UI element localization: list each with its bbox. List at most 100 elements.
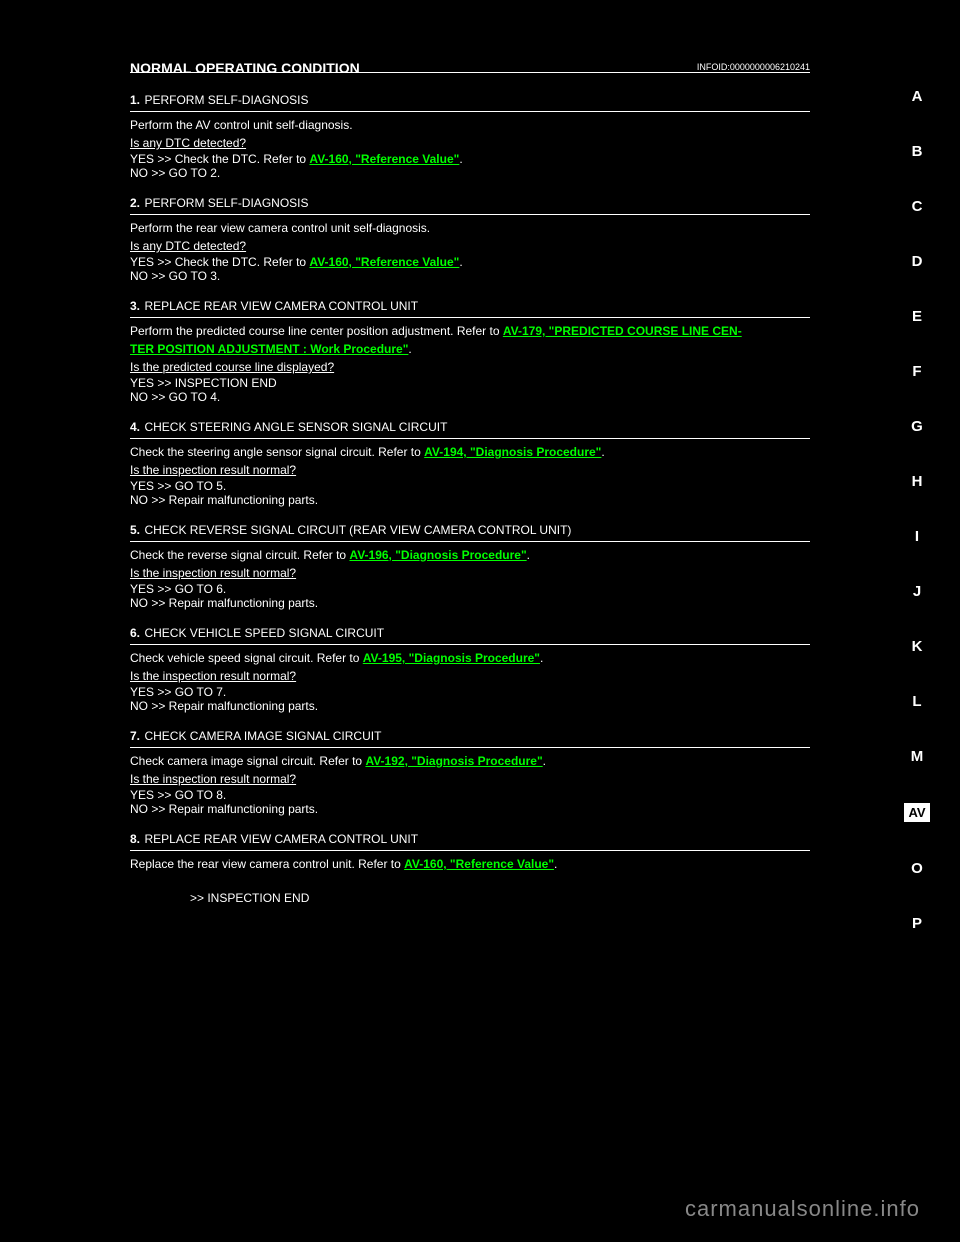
step-header-3: 3. REPLACE REAR VIEW CAMERA CONTROL UNIT <box>130 283 810 318</box>
step-line: Perform the rear view camera control uni… <box>130 219 810 237</box>
step-question: Is the inspection result normal? <box>130 667 810 685</box>
step-title: CHECK VEHICLE SPEED SIGNAL CIRCUIT <box>144 626 384 640</box>
yes-pre: YES >> Check the DTC. Refer to <box>130 152 309 166</box>
side-tabs: A B C D E F G H I J K L M AV O P <box>904 88 930 932</box>
step-title: REPLACE REAR VIEW CAMERA CONTROL UNIT <box>144 832 418 846</box>
step-text: Replace the rear view camera control uni… <box>130 857 404 871</box>
step-num: 7. <box>130 729 140 743</box>
reference-link[interactable]: AV-160, "Reference Value" <box>404 857 554 871</box>
step-yes: YES >> GO TO 7. <box>130 685 810 699</box>
tab-e[interactable]: E <box>904 308 930 325</box>
step-question: Is the inspection result normal? <box>130 461 810 479</box>
step-line: Check the reverse signal circuit. Refer … <box>130 546 810 564</box>
tab-o[interactable]: O <box>904 860 930 877</box>
step-post: . <box>527 548 530 562</box>
step-title: PERFORM SELF-DIAGNOSIS <box>144 93 308 107</box>
tab-i[interactable]: I <box>904 528 930 545</box>
tab-j[interactable]: J <box>904 583 930 600</box>
step-line-cont: TER POSITION ADJUSTMENT : Work Procedure… <box>130 340 810 358</box>
step-question: Is the predicted course line displayed? <box>130 358 810 376</box>
tab-c[interactable]: C <box>904 198 930 215</box>
step-no: NO >> Repair malfunctioning parts. <box>130 699 810 713</box>
step-header-7: 7. CHECK CAMERA IMAGE SIGNAL CIRCUIT <box>130 713 810 748</box>
step-post: . <box>554 857 557 871</box>
step-text: Check the reverse signal circuit. Refer … <box>130 548 349 562</box>
step-question: Is any DTC detected? <box>130 237 810 255</box>
watermark: carmanualsonline.info <box>685 1196 920 1222</box>
reference-link[interactable]: AV-160, "Reference Value" <box>309 152 459 166</box>
step-title: CHECK STEERING ANGLE SENSOR SIGNAL CIRCU… <box>144 420 447 434</box>
step-question: Is the inspection result normal? <box>130 770 810 788</box>
step-no: NO >> Repair malfunctioning parts. <box>130 802 810 816</box>
tab-h[interactable]: H <box>904 473 930 490</box>
step-title: REPLACE REAR VIEW CAMERA CONTROL UNIT <box>144 299 418 313</box>
step-num: 8. <box>130 832 140 846</box>
step-num: 1. <box>130 93 140 107</box>
tab-av[interactable]: AV <box>904 803 930 822</box>
step-title: PERFORM SELF-DIAGNOSIS <box>144 196 308 210</box>
tab-k[interactable]: K <box>904 638 930 655</box>
step-yes: YES >> Check the DTC. Refer to AV-160, "… <box>130 255 810 269</box>
step-header-1: 1. PERFORM SELF-DIAGNOSIS <box>130 77 810 112</box>
reference-link[interactable]: AV-160, "Reference Value" <box>309 255 459 269</box>
step-no: NO >> GO TO 2. <box>130 166 810 180</box>
step-line: Check the steering angle sensor signal c… <box>130 443 810 461</box>
step-text: Check camera image signal circuit. Refer… <box>130 754 365 768</box>
step-yes: YES >> INSPECTION END <box>130 376 810 390</box>
tab-m[interactable]: M <box>904 748 930 765</box>
tab-g[interactable]: G <box>904 418 930 435</box>
tab-p[interactable]: P <box>904 915 930 932</box>
step-yes: YES >> GO TO 5. <box>130 479 810 493</box>
step-num: 2. <box>130 196 140 210</box>
yes-post: . <box>459 255 462 269</box>
content-area: NORMAL OPERATING CONDITION INFOID:000000… <box>130 60 810 905</box>
step-num: 5. <box>130 523 140 537</box>
step-post: . <box>408 342 411 356</box>
step-no: NO >> GO TO 4. <box>130 390 810 404</box>
step-num: 3. <box>130 299 140 313</box>
step-yes: YES >> GO TO 6. <box>130 582 810 596</box>
yes-pre: YES >> Check the DTC. Refer to <box>130 255 309 269</box>
step-line: Perform the predicted course line center… <box>130 322 810 340</box>
step-text: Check vehicle speed signal circuit. Refe… <box>130 651 363 665</box>
tab-f[interactable]: F <box>904 363 930 380</box>
step-title: CHECK CAMERA IMAGE SIGNAL CIRCUIT <box>144 729 381 743</box>
tab-b[interactable]: B <box>904 143 930 160</box>
step-yes: YES >> GO TO 8. <box>130 788 810 802</box>
step-text: Check the steering angle sensor signal c… <box>130 445 424 459</box>
page: NORMAL OPERATING CONDITION INFOID:000000… <box>0 0 960 1242</box>
step-line: Check camera image signal circuit. Refer… <box>130 752 810 770</box>
step-header-8: 8. REPLACE REAR VIEW CAMERA CONTROL UNIT <box>130 816 810 851</box>
step-line: Check vehicle speed signal circuit. Refe… <box>130 649 810 667</box>
step-after: >> INSPECTION END <box>190 891 810 905</box>
step-header-5: 5. CHECK REVERSE SIGNAL CIRCUIT (REAR VI… <box>130 507 810 542</box>
tab-d[interactable]: D <box>904 253 930 270</box>
step-line: Perform the AV control unit self-diagnos… <box>130 116 810 134</box>
step-post: . <box>540 651 543 665</box>
tab-a[interactable]: A <box>904 88 930 105</box>
step-header-2: 2. PERFORM SELF-DIAGNOSIS <box>130 180 810 215</box>
step-question: Is the inspection result normal? <box>130 564 810 582</box>
step-num: 6. <box>130 626 140 640</box>
step-no: NO >> Repair malfunctioning parts. <box>130 596 810 610</box>
step-header-6: 6. CHECK VEHICLE SPEED SIGNAL CIRCUIT <box>130 610 810 645</box>
step-num: 4. <box>130 420 140 434</box>
step-no: NO >> GO TO 3. <box>130 269 810 283</box>
yes-post: . <box>459 152 462 166</box>
step-post: . <box>601 445 604 459</box>
step-title: CHECK REVERSE SIGNAL CIRCUIT (REAR VIEW … <box>144 523 571 537</box>
step-yes: YES >> Check the DTC. Refer to AV-160, "… <box>130 152 810 166</box>
reference-link[interactable]: TER POSITION ADJUSTMENT : Work Procedure… <box>130 342 408 356</box>
tab-l[interactable]: L <box>904 693 930 710</box>
reference-link[interactable]: AV-179, "PREDICTED COURSE LINE CEN- <box>503 324 742 338</box>
reference-link[interactable]: AV-195, "Diagnosis Procedure" <box>363 651 540 665</box>
step-text: Perform the predicted course line center… <box>130 324 503 338</box>
reference-link[interactable]: AV-192, "Diagnosis Procedure" <box>365 754 542 768</box>
step-line: Replace the rear view camera control uni… <box>130 855 810 873</box>
reference-link[interactable]: AV-194, "Diagnosis Procedure" <box>424 445 601 459</box>
step-question: Is any DTC detected? <box>130 134 810 152</box>
step-post: . <box>543 754 546 768</box>
reference-link[interactable]: AV-196, "Diagnosis Procedure" <box>349 548 526 562</box>
step-header-4: 4. CHECK STEERING ANGLE SENSOR SIGNAL CI… <box>130 404 810 439</box>
step-no: NO >> Repair malfunctioning parts. <box>130 493 810 507</box>
